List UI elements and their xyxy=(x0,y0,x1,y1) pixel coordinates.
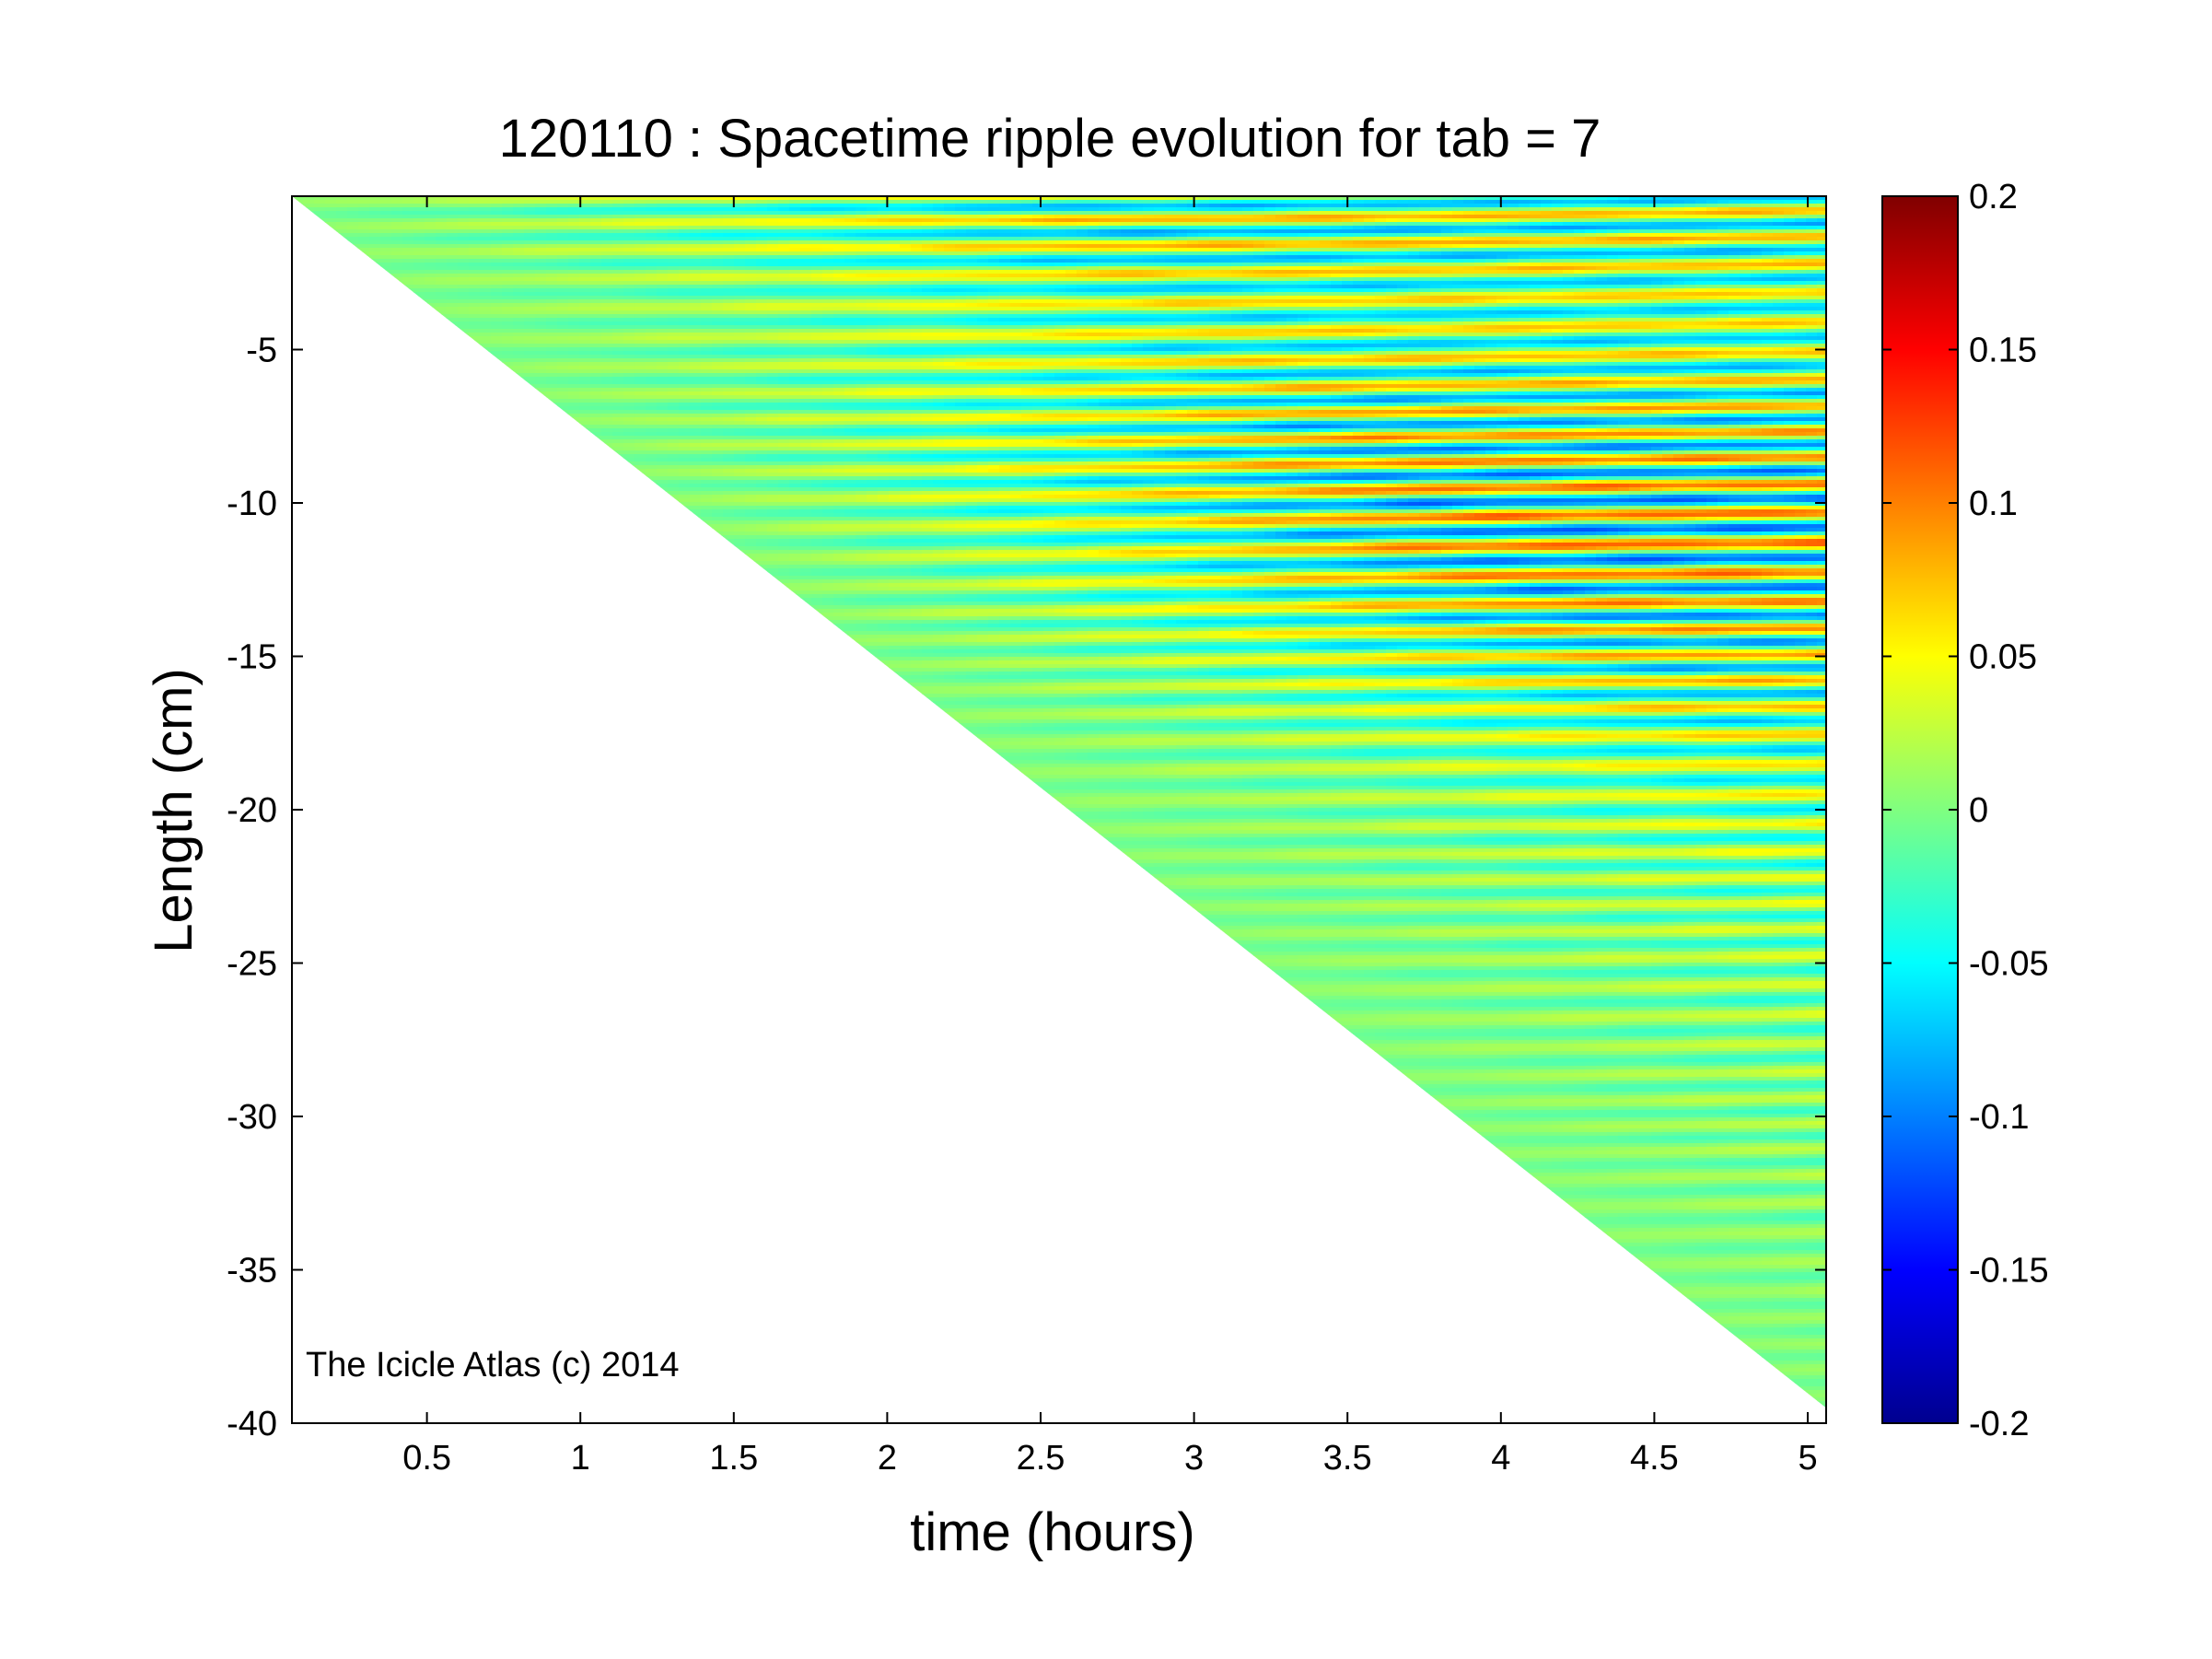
y-tick-label: -40 xyxy=(227,1405,277,1443)
y-axis-ticks: -5 -10 -15 -20 -25 -30 -35 -40 xyxy=(227,332,1826,1443)
colorbar-tick-label: -0.1 xyxy=(1969,1098,2029,1137)
x-tick-label: 1.5 xyxy=(709,1439,758,1478)
x-tick-label: 2.5 xyxy=(1017,1439,1065,1478)
x-tick-label: 0.5 xyxy=(402,1439,451,1478)
colorbar-tick-label: 0.05 xyxy=(1969,638,2037,677)
y-tick-label: -25 xyxy=(227,945,277,984)
x-tick-label: 4 xyxy=(1491,1439,1510,1478)
y-tick-label: -5 xyxy=(246,332,277,370)
watermark-text: The Icicle Atlas (c) 2014 xyxy=(306,1346,680,1384)
colorbar-tick-label: -0.2 xyxy=(1969,1405,2029,1443)
x-tick-label: 1 xyxy=(571,1439,590,1478)
colorbar-tick-label: 0.2 xyxy=(1969,178,2018,216)
y-tick-label: -20 xyxy=(227,791,277,830)
x-tick-label: 3 xyxy=(1184,1439,1204,1478)
colorbar-tick-label: 0.15 xyxy=(1969,332,2037,370)
colorbar-ticks: 0.2 0.15 0.1 0.05 0 -0.05 -0.1 -0.15 -0.2 xyxy=(1882,178,2049,1443)
colorbar-tick-label: 0 xyxy=(1969,791,1988,830)
colorbar-tick-label: -0.15 xyxy=(1969,1252,2049,1291)
x-tick-label: 5 xyxy=(1798,1439,1817,1478)
colorbar xyxy=(1881,195,1959,1424)
colorbar-tick-label: 0.1 xyxy=(1969,485,2018,523)
x-axis-ticks: 0.5 1 1.5 2 2.5 3 3.5 4 4.5 5 xyxy=(402,196,1818,1478)
x-tick-label: 3.5 xyxy=(1323,1439,1372,1478)
colorbar-tick-label: -0.05 xyxy=(1969,945,2049,984)
y-tick-label: -10 xyxy=(227,485,277,523)
y-axis-label: Length (cm) xyxy=(144,668,204,952)
y-tick-label: -30 xyxy=(227,1098,277,1137)
x-tick-label: 4.5 xyxy=(1630,1439,1679,1478)
x-tick-label: 2 xyxy=(878,1439,897,1478)
x-axis-label: time (hours) xyxy=(910,1502,1194,1562)
y-tick-label: -15 xyxy=(227,638,277,677)
chart-title: 120110 : Spacetime ripple evolution for … xyxy=(499,109,1601,169)
heatmap-field xyxy=(292,196,1826,1408)
y-tick-label: -35 xyxy=(227,1252,277,1291)
